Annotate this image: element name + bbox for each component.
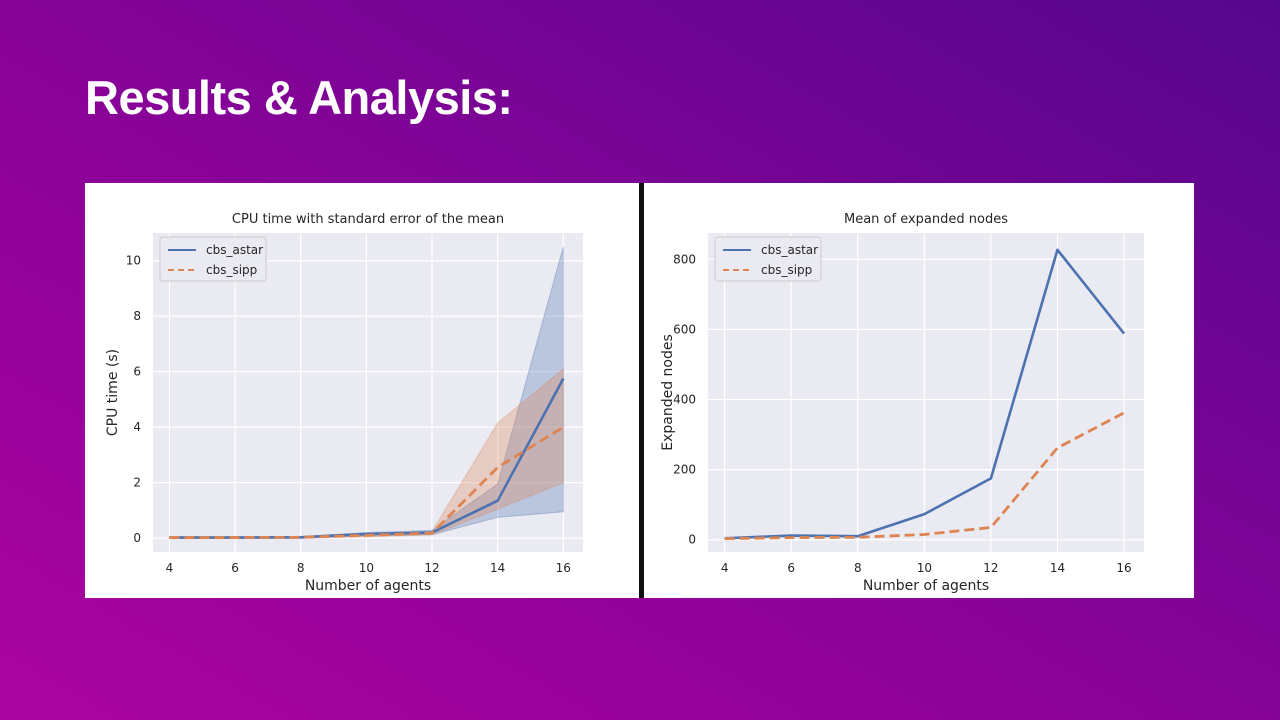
y-tick-label: 4 (133, 420, 141, 434)
x-tick-label: 10 (917, 561, 932, 575)
y-tick-label: 200 (673, 463, 696, 477)
x-tick-label: 8 (297, 561, 305, 575)
x-tick-label: 14 (1050, 561, 1065, 575)
legend-label: cbs_astar (206, 243, 263, 257)
y-tick-label: 800 (673, 252, 696, 266)
legend-label: cbs_astar (761, 243, 818, 257)
x-tick-label: 12 (983, 561, 998, 575)
x-tick-label: 6 (231, 561, 239, 575)
panel-divider (639, 183, 644, 598)
plot-area (708, 233, 1144, 552)
x-tick-label: 8 (854, 561, 862, 575)
y-tick-label: 0 (133, 531, 141, 545)
x-tick-label: 16 (556, 561, 571, 575)
x-tick-label: 6 (787, 561, 795, 575)
x-tick-label: 4 (166, 561, 174, 575)
cpu-time-chart: 4 6 8 10 12 14 16 0 2 4 6 8 10 CPU time with standard… (105, 212, 583, 594)
slide-title: Results & Analysis: (85, 71, 513, 124)
x-axis-label: Number of agents (305, 578, 431, 594)
legend-box (714, 236, 822, 282)
expanded-nodes-chart-panel: 4 6 8 10 12 14 16 0 200 400 600 800 Mean of expanded… (644, 183, 1194, 598)
chart-title: CPU time with standard error of the mean (232, 212, 504, 227)
y-tick-label: 400 (673, 393, 696, 407)
x-tick-label: 12 (424, 561, 439, 575)
series-line-cbs_sipp (169, 425, 565, 539)
plot-area (153, 233, 583, 552)
x-tick-label: 4 (721, 561, 729, 575)
y-tick-label: 6 (133, 365, 141, 379)
x-tick-label: 14 (490, 561, 505, 575)
x-axis-label: Number of agents (863, 578, 989, 594)
series-line-cbs_astar (724, 248, 1126, 540)
x-tick-label: 16 (1116, 561, 1131, 575)
y-tick-label: 0 (688, 533, 696, 547)
y-tick-label: 8 (133, 309, 141, 323)
expanded-nodes-chart: 4 6 8 10 12 14 16 0 200 400 600 800 Mean of expanded… (660, 212, 1144, 594)
chart-title: Mean of expanded nodes (844, 212, 1008, 227)
y-axis-label: CPU time (s) (105, 349, 121, 436)
y-axis-label: Expanded nodes (660, 334, 676, 451)
legend-label: cbs_sipp (761, 263, 812, 277)
y-tick-label: 600 (673, 322, 696, 336)
y-tick-label: 10 (126, 254, 141, 268)
y-tick-label: 2 (133, 476, 141, 490)
cpu-time-chart-panel: 4 6 8 10 12 14 16 0 2 4 6 8 10 CPU time with standard… (85, 183, 639, 598)
legend-box (159, 236, 267, 282)
x-tick-label: 10 (359, 561, 374, 575)
series-line-cbs_sipp (724, 411, 1125, 541)
legend-label: cbs_sipp (206, 263, 257, 277)
